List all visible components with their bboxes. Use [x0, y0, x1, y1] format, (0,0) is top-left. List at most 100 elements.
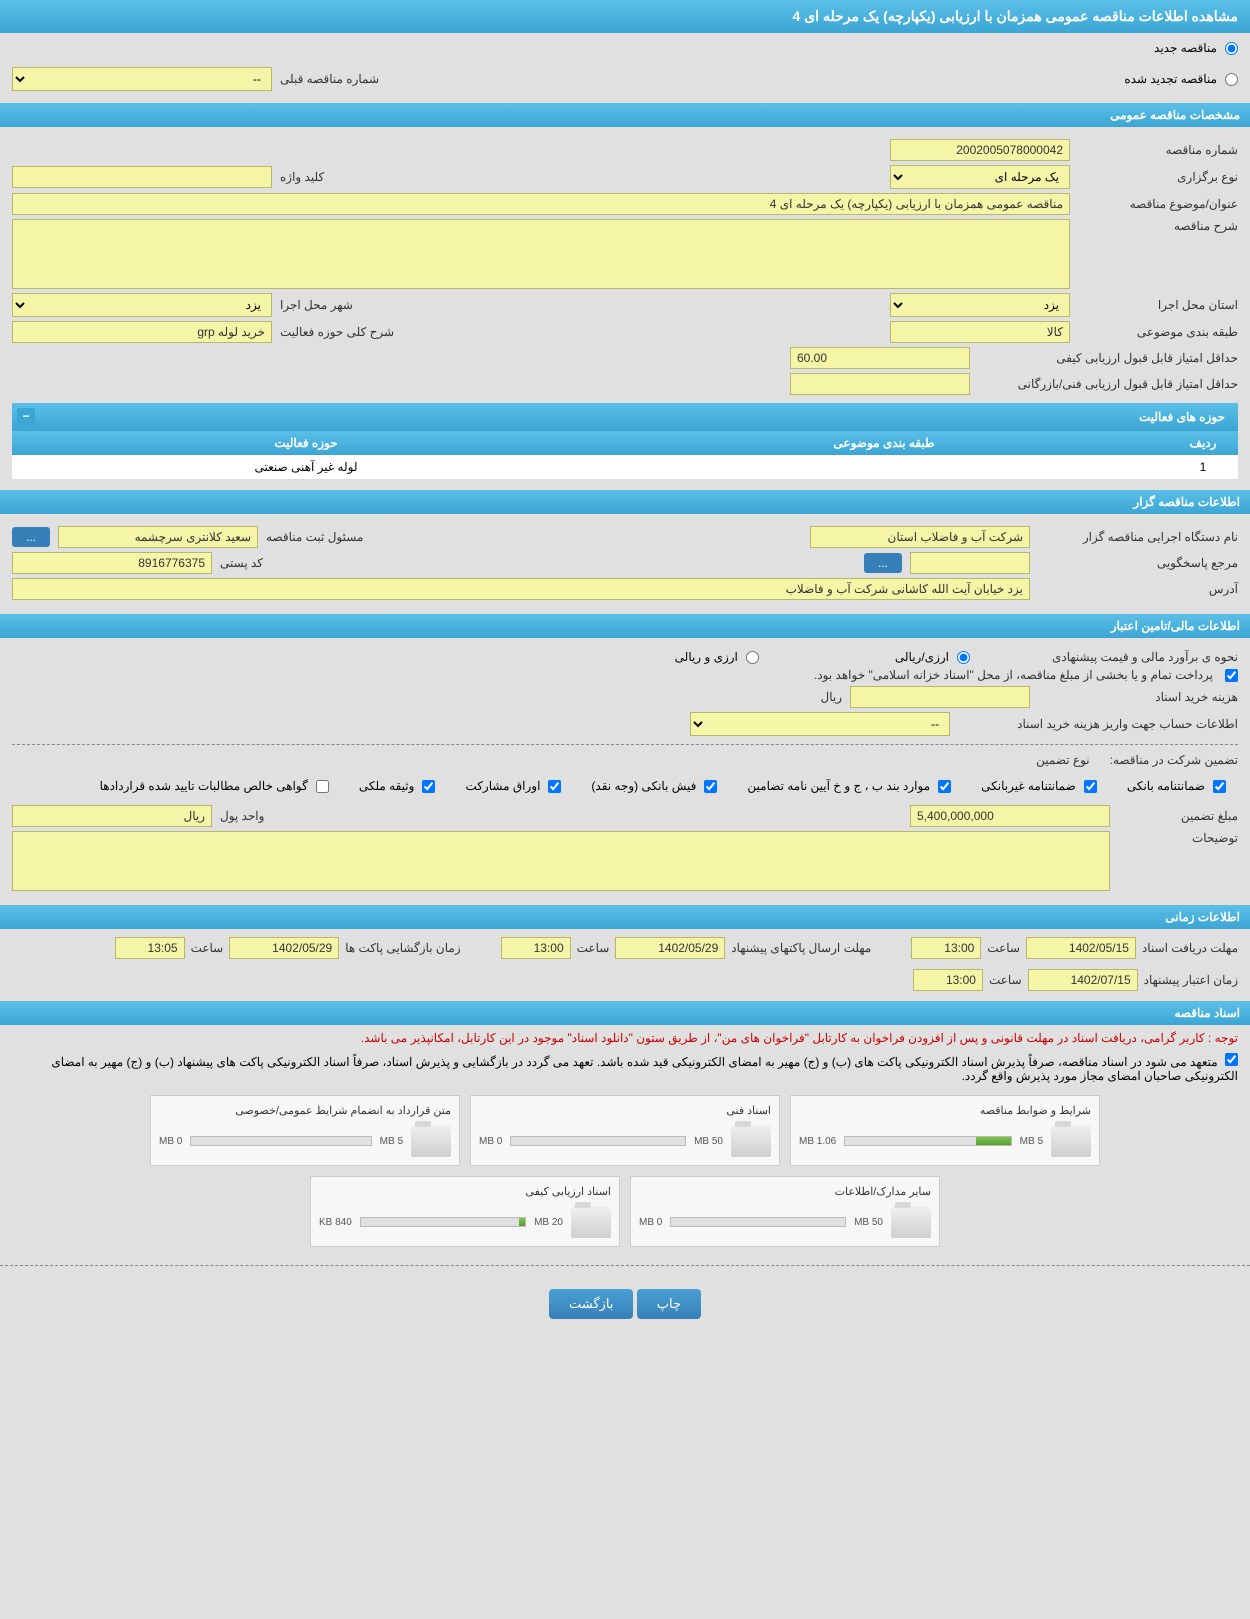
cell-num: 1	[1173, 460, 1233, 474]
folder-icon	[411, 1125, 451, 1157]
cb-bonds[interactable]: اوراق مشارکت	[465, 779, 561, 793]
cost-label: هزینه خرید اسناد	[1038, 690, 1238, 704]
province-select[interactable]: یزد	[890, 293, 1070, 317]
file-box-2[interactable]: اسناد فنی 50 MB 0 MB	[470, 1095, 780, 1166]
file-title-2: اسناد فنی	[479, 1104, 771, 1117]
time-t4: 13:00	[913, 969, 983, 991]
time-tl3: ساعت	[191, 941, 224, 955]
file-used-3: 0 MB	[159, 1136, 182, 1147]
keyword-label: کلید واژه	[280, 170, 324, 184]
time-t3: 13:05	[115, 937, 185, 959]
guarantee-checkboxes: ضمانتنامه بانکی ضمانتنامه غیربانکی موارد…	[12, 771, 1238, 801]
desc-field[interactable]	[12, 219, 1070, 289]
cb-bank[interactable]: ضمانتنامه بانکی	[1127, 779, 1226, 793]
amount-field[interactable]: 5,400,000,000	[910, 805, 1110, 827]
file-title-3: متن قرارداد به انضمام شرایط عمومی/خصوصی	[159, 1104, 451, 1117]
file-box-1[interactable]: شرایط و ضوابط مناقصه 5 MB 1.06 MB	[790, 1095, 1100, 1166]
file-title-4: سایر مدارک/اطلاعات	[639, 1185, 931, 1198]
unit-field: ریال	[12, 805, 212, 827]
ref-field[interactable]	[910, 552, 1030, 574]
min-tech-field[interactable]	[790, 373, 970, 395]
cb-bank-label: ضمانتنامه بانکی	[1127, 779, 1205, 793]
file-title-1: شرایط و ضوابط مناقصه	[799, 1104, 1091, 1117]
prev-number-label: شماره مناقصه قبلی	[280, 72, 379, 86]
cb-cash-label: فیش بانکی (وجه نقد)	[591, 779, 696, 793]
guar-type-label: نوع تضمین	[1036, 753, 1089, 767]
print-button[interactable]: چاپ	[637, 1289, 701, 1319]
activity-columns: ردیف طبقه بندی موضوعی حوزه فعالیت	[12, 431, 1238, 455]
pay-note: پرداخت تمام و یا بخشی از مبلغ مناقصه، از…	[814, 668, 1213, 682]
amount-label: مبلغ تضمین	[1118, 809, 1238, 823]
time-tl2: ساعت	[577, 941, 610, 955]
cb-bonds-label: اوراق مشارکت	[465, 779, 540, 793]
time-v2: 1402/05/29	[615, 937, 725, 959]
button-row: چاپ بازگشت	[0, 1274, 1250, 1334]
tozih-field[interactable]	[12, 831, 1110, 891]
progress-bar-4	[670, 1217, 846, 1227]
resp-more-button[interactable]: ...	[12, 527, 50, 547]
file-box-5[interactable]: اسناد ارزیابی کیفی 20 MB 840 KB	[310, 1176, 620, 1247]
tozih-label: توضیحات	[1118, 831, 1238, 845]
prev-number-select[interactable]: --	[12, 67, 272, 91]
file-total-5: 20 MB	[534, 1217, 563, 1228]
progress-bar-2	[510, 1136, 686, 1146]
type-select[interactable]: یک مرحله ای	[890, 165, 1070, 189]
activity-desc-field[interactable]: خرید لوله grp	[12, 321, 272, 343]
subject-label: عنوان/موضوع مناقصه	[1078, 197, 1238, 211]
section-general-title: مشخصات مناقصه عمومی	[0, 103, 1250, 127]
radio-new[interactable]: مناقصه جدید	[1154, 41, 1238, 55]
progress-bar-3	[190, 1136, 371, 1146]
section-holder-title: اطلاعات مناقصه گزار	[0, 490, 1250, 514]
files-area: شرایط و ضوابط مناقصه 5 MB 1.06 MB اسناد …	[0, 1085, 1250, 1257]
keyword-field[interactable]	[12, 166, 272, 188]
col-row: ردیف	[1173, 436, 1233, 450]
file-box-4[interactable]: سایر مدارک/اطلاعات 50 MB 0 MB	[630, 1176, 940, 1247]
radio-renewed-label: مناقصه تجدید شده	[1124, 72, 1217, 86]
file-total-4: 50 MB	[854, 1217, 883, 1228]
cell-act: لوله غیر آهنی صنعتی	[17, 460, 595, 474]
radio-new-label: مناقصه جدید	[1154, 41, 1217, 55]
cell-cat	[595, 460, 1173, 474]
section-time-title: اطلاعات زمانی	[0, 905, 1250, 929]
city-select[interactable]: یزد	[12, 293, 272, 317]
addr-label: آدرس	[1038, 582, 1238, 596]
cb-nonbank[interactable]: ضمانتنامه غیربانکی	[981, 779, 1097, 793]
acct-select[interactable]: --	[690, 712, 950, 736]
cost-field[interactable]	[850, 686, 1030, 708]
cb-reg[interactable]: موارد بند ب ، ج و خ آیین نامه تضامین	[747, 779, 951, 793]
radio-rial-label: ارزی/ریالی	[895, 650, 949, 664]
tender-number-field: 2002005078000042	[890, 139, 1070, 161]
cb-prop[interactable]: وثیقه ملکی	[359, 779, 436, 793]
cb-reg-label: موارد بند ب ، ج و خ آیین نامه تضامین	[747, 779, 930, 793]
file-used-5: 840 KB	[319, 1217, 352, 1228]
min-score-label: حداقل امتیاز قابل قبول ارزیابی کیفی	[978, 351, 1238, 365]
cb-cash[interactable]: فیش بانکی (وجه نقد)	[591, 779, 717, 793]
city-label: شهر محل اجرا	[280, 298, 353, 312]
folder-icon	[891, 1206, 931, 1238]
time-tl4: ساعت	[989, 973, 1022, 987]
ref-more-button[interactable]: ...	[864, 553, 902, 573]
tender-number-label: شماره مناقصه	[1078, 143, 1238, 157]
folder-icon	[1051, 1125, 1091, 1157]
min-score-field[interactable]: 60.00	[790, 347, 970, 369]
back-button[interactable]: بازگشت	[549, 1289, 633, 1319]
ref-label: مرجع پاسخگویی	[1038, 556, 1238, 570]
resp-label: مسئول ثبت مناقصه	[266, 530, 363, 544]
pay-note-checkbox[interactable]	[1225, 669, 1238, 682]
province-label: استان محل اجرا	[1078, 298, 1238, 312]
radio-rial[interactable]: ارزی/ریالی	[895, 650, 970, 664]
cb-cert[interactable]: گواهی خالص مطالبات تایید شده قراردادها	[100, 779, 329, 793]
collapse-icon[interactable]: −	[17, 408, 35, 426]
file-box-3[interactable]: متن قرارداد به انضمام شرایط عمومی/خصوصی …	[150, 1095, 460, 1166]
radio-renewed[interactable]: مناقصه تجدید شده	[1124, 72, 1238, 86]
subject-field[interactable]: مناقصه عمومی همزمان با ارزیابی (یکپارچه)…	[12, 193, 1070, 215]
min-tech-label: حداقل امتیاز قابل قبول ارزیابی فنی/بازرگ…	[978, 377, 1238, 391]
note-checkbox[interactable]	[1225, 1053, 1238, 1066]
post-label: کد پستی	[220, 556, 263, 570]
time-v3: 1402/05/29	[229, 937, 339, 959]
radio-both[interactable]: ارزی و ریالی	[675, 650, 759, 664]
file-used-2: 0 MB	[479, 1136, 502, 1147]
file-used-4: 0 MB	[639, 1217, 662, 1228]
addr-field[interactable]: یزد خیابان آیت الله کاشانی شرکت آب و فاض…	[12, 578, 1030, 600]
progress-fill-1	[976, 1137, 1011, 1145]
